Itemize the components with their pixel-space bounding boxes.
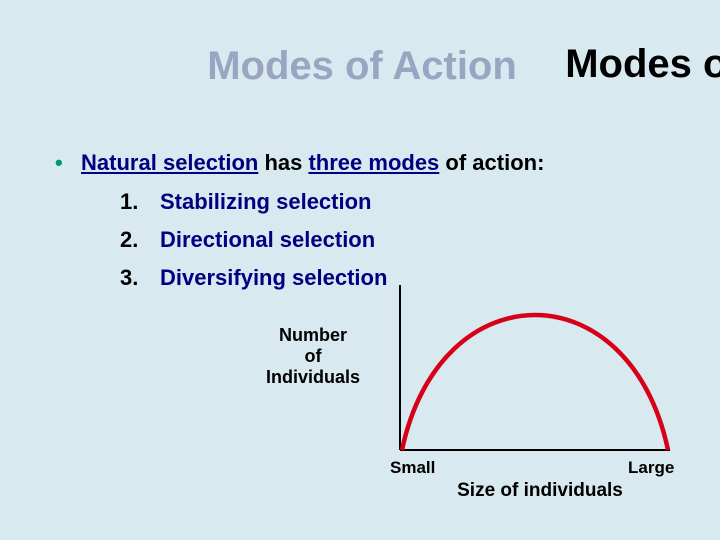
ylabel-line3: Individuals xyxy=(266,367,360,387)
modes-list: 1. Stabilizing selection 2. Directional … xyxy=(120,185,387,299)
list-label: Diversifying selection xyxy=(160,261,387,295)
text-of-action: of action: xyxy=(439,150,544,175)
chart-x-axis-label: Size of individuals xyxy=(430,480,650,502)
chart-y-axis-label: Number of Individuals xyxy=(258,325,368,388)
list-label: Directional selection xyxy=(160,223,375,257)
term-natural-selection: Natural selection xyxy=(81,150,258,175)
list-item: 1. Stabilizing selection xyxy=(120,185,387,219)
ylabel-line1: Number xyxy=(279,325,347,345)
bullet-line: • Natural selection has three modes of a… xyxy=(55,150,544,176)
bell-curve xyxy=(402,315,668,450)
text-has: has xyxy=(258,150,308,175)
list-number: 1. xyxy=(120,185,160,219)
list-number: 3. xyxy=(120,261,160,295)
bell-curve-chart xyxy=(370,280,680,460)
term-three-modes: three modes xyxy=(308,150,439,175)
list-item: 3. Diversifying selection xyxy=(120,261,387,295)
title-text: Modes of Action xyxy=(360,42,720,87)
x-tick-small: Small xyxy=(390,458,435,478)
x-tick-large: Large xyxy=(628,458,674,478)
ylabel-line2: of xyxy=(305,346,322,366)
list-number: 2. xyxy=(120,223,160,257)
list-label: Stabilizing selection xyxy=(160,185,371,219)
bullet-marker: • xyxy=(55,150,81,175)
list-item: 2. Directional selection xyxy=(120,223,387,257)
